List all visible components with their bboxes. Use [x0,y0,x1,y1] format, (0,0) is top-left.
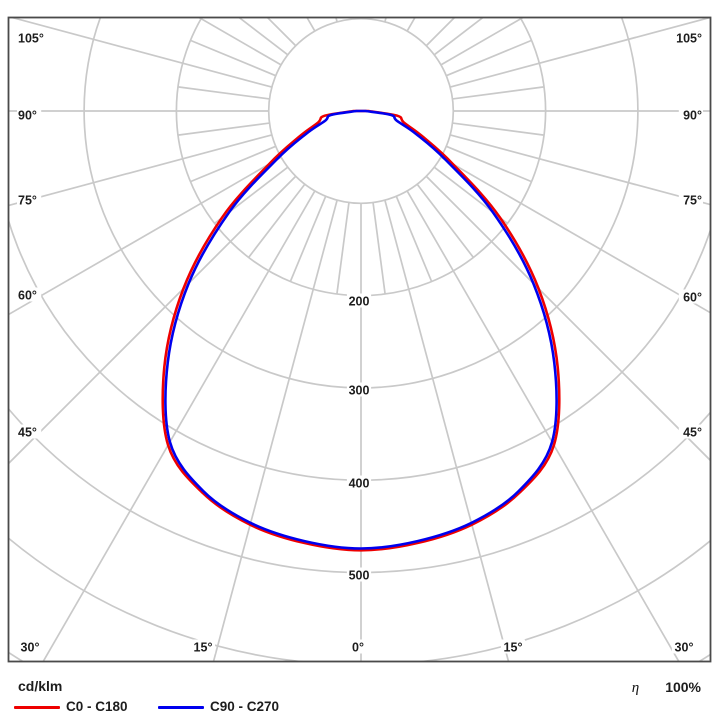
svg-text:75°: 75° [683,194,702,208]
svg-text:300: 300 [349,384,370,398]
legend-line-red-icon [14,706,60,709]
eta-value: 100% [665,679,701,695]
legend-line-blue-icon [158,706,204,709]
legend-item-c90-c270: C90 - C270 [158,698,318,716]
svg-text:90°: 90° [18,109,37,123]
svg-text:60°: 60° [683,291,702,305]
eta-symbol: η [631,680,640,696]
svg-text:30°: 30° [675,641,694,655]
efficiency-readout: η 100% [632,679,701,697]
svg-text:60°: 60° [18,289,37,303]
legend-item-c0-c180: C0 - C180 [14,698,154,716]
svg-text:105°: 105° [18,32,44,46]
svg-text:45°: 45° [18,426,37,440]
unit-label: cd/klm [18,678,63,694]
legend-label-c0-c180: C0 - C180 [66,699,128,714]
chart-border [7,16,712,663]
svg-text:75°: 75° [18,194,37,208]
curve-C0-C180 [161,109,561,552]
svg-text:400: 400 [349,477,370,491]
svg-text:30°: 30° [21,641,40,655]
svg-text:15°: 15° [194,641,213,655]
svg-text:0°: 0° [352,641,364,655]
svg-text:500: 500 [349,569,370,583]
legend: C0 - C180 C90 - C270 [0,698,720,718]
svg-text:45°: 45° [683,426,702,440]
svg-text:105°: 105° [676,32,702,46]
svg-text:200: 200 [349,295,370,309]
curve-C90-C270 [164,109,558,550]
svg-text:90°: 90° [683,109,702,123]
legend-label-c90-c270: C90 - C270 [210,699,280,714]
svg-text:15°: 15° [504,641,523,655]
